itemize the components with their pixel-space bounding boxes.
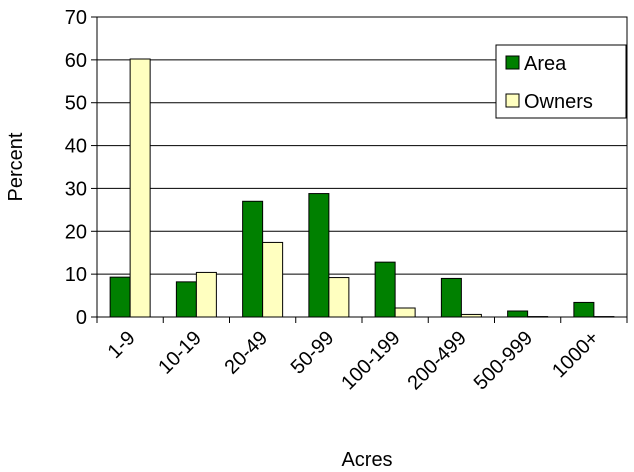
x-tick-label: 100-199	[337, 327, 404, 394]
y-tick-label: 0	[76, 307, 87, 329]
bars	[109, 58, 615, 318]
bar-owners-100-199	[394, 307, 416, 318]
bar-owners-1-9	[129, 58, 151, 318]
legend-label-area: Area	[524, 53, 567, 75]
bar-owners-10-19	[195, 271, 217, 318]
x-tick-label: 20-49	[220, 327, 272, 379]
bar-area-200-499	[440, 277, 462, 318]
x-tick-label: 10-19	[154, 327, 206, 379]
y-tick-labels: 0 10 20 30 40 50 60 70	[65, 7, 87, 329]
bar-area-50-99	[308, 193, 330, 318]
bar-owners-50-99	[328, 277, 350, 318]
y-tick-label: 40	[65, 136, 87, 158]
y-tick-label: 70	[65, 7, 87, 29]
y-tick-label: 20	[65, 221, 87, 243]
bar-area-20-49	[242, 200, 264, 318]
bar-area-1-9	[109, 276, 131, 318]
y-tick-label: 50	[65, 93, 87, 115]
x-tick-label: 200-499	[403, 327, 470, 394]
legend-swatch-owners	[505, 93, 520, 108]
y-axis-title: Percent	[5, 132, 27, 201]
bar-area-100-199	[374, 261, 396, 318]
x-tick-label: 50-99	[287, 327, 339, 379]
x-tick-label: 500-999	[470, 327, 537, 394]
y-tick-label: 30	[65, 178, 87, 200]
legend-swatch-area	[505, 55, 520, 70]
x-axis-title: Acres	[341, 449, 392, 471]
bar-area-1000+	[573, 301, 595, 318]
legend-label-owners: Owners	[524, 91, 593, 113]
legend: Area Owners	[495, 44, 627, 119]
bar-area-10-19	[175, 281, 197, 318]
bar-area-500-999	[507, 310, 529, 318]
y-tick-label: 60	[65, 50, 87, 72]
x-tick-label: 1-9	[104, 327, 140, 363]
y-tick-label: 10	[65, 264, 87, 286]
bar-owners-20-49	[262, 241, 284, 318]
axes	[91, 16, 628, 323]
x-tick-label: 1000+	[548, 327, 603, 382]
